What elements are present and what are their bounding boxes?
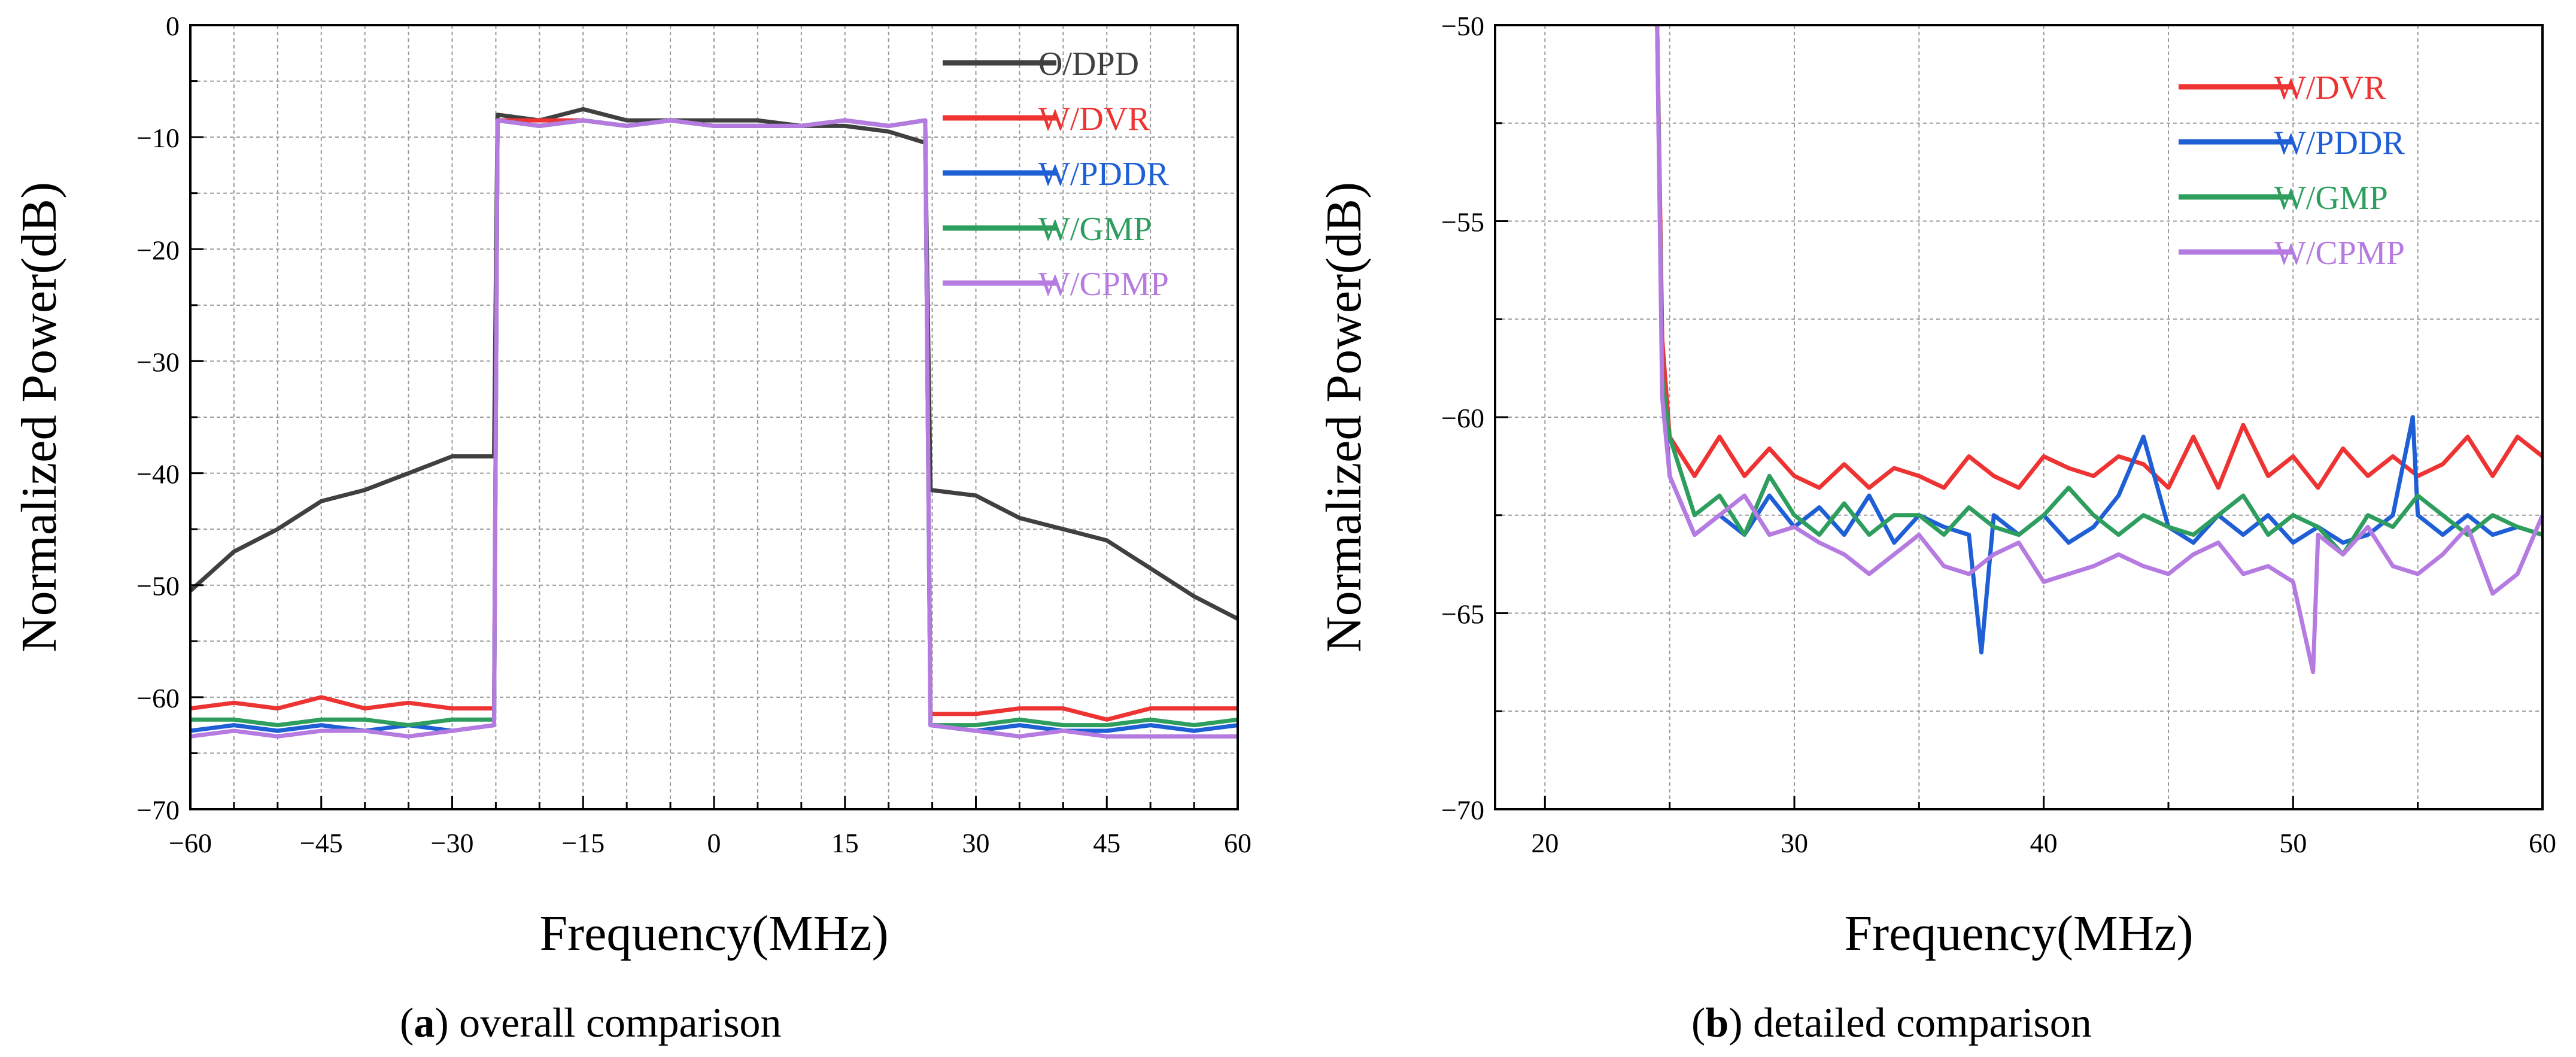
x-tick-label: −15 [561,828,604,858]
x-tick-label: 0 [707,828,721,858]
series-line-w-pddr [1655,25,2544,655]
legend-label: W/CPMP [1038,266,1169,303]
series-line-w-cpmp [1655,25,2545,675]
caption-b-letter: b [1705,1000,1729,1046]
y-tick-label: −20 [136,235,180,265]
legend-label: W/PDDR [2274,124,2405,162]
y-axis-label: Normalized Power(dB) [1316,182,1372,652]
y-tick-label: −60 [136,683,180,713]
legend-label: O/DPD [1038,45,1139,83]
x-tick-label: 30 [962,828,990,858]
caption-b-text: detailed comparison [1753,1000,2092,1046]
series-line-w-cpmp [190,118,1238,739]
legend-label: W/GMP [1038,211,1152,248]
y-axis-label: Normalized Power(dB) [11,182,67,652]
legend-label: W/GMP [2274,180,2388,217]
x-tick-label: 45 [1093,828,1120,858]
y-tick-label: 0 [166,11,180,41]
chart-b: 20 30 40 50 60 −50 −55 −60 −65 −70 Frequency(MHz) N… [1316,11,2556,961]
x-axis-label: Frequency(MHz) [1844,906,2193,961]
x-tick-label: −45 [300,828,343,858]
caption-a-text: overall comparison [459,1000,782,1046]
x-tick-label: 60 [1224,828,1251,858]
series-line-o-dpd [189,107,1239,621]
y-tick-label: −70 [136,795,180,825]
y-tick-label: −60 [1441,403,1484,433]
y-tick-label: −70 [1441,795,1484,825]
legend-label: W/DVR [2274,69,2386,107]
x-tick-label: 20 [1531,828,1559,858]
y-tick-label: −55 [1441,207,1484,238]
caption-a-letter: a [414,1000,435,1046]
chart-a: −60 −45 −30 −15 0 15 30 45 60 0 −10 −20 −30 −40 −50 −60… [11,11,1251,961]
y-tick-label: −30 [136,347,180,377]
y-tick-label: −40 [136,459,180,490]
x-tick-label: −30 [431,828,474,858]
x-tick-label: 50 [2279,828,2307,858]
caption-b: (b) detailed comparison [1691,1000,2092,1046]
legend-label: W/CPMP [2274,235,2405,272]
y-tick-label: −65 [1441,599,1484,630]
legend-label: W/PDDR [1038,156,1169,193]
caption-a: (a) overall comparison [400,1000,782,1046]
x-tick-label: −60 [169,828,212,858]
y-tick-label: −50 [1441,11,1484,41]
x-axis-label: Frequency(MHz) [539,906,888,961]
x-tick-label: 15 [831,828,859,858]
y-tick-label: −50 [136,571,180,602]
series-line-w-gmp [1655,25,2544,557]
series-line-w-dvr [1655,25,2544,490]
x-tick-label: 30 [1781,828,1808,858]
x-tick-label: 60 [2529,828,2556,858]
x-tick-label: 40 [2030,828,2058,858]
y-tick-label: −10 [136,123,180,153]
legend-label: W/DVR [1038,101,1150,138]
